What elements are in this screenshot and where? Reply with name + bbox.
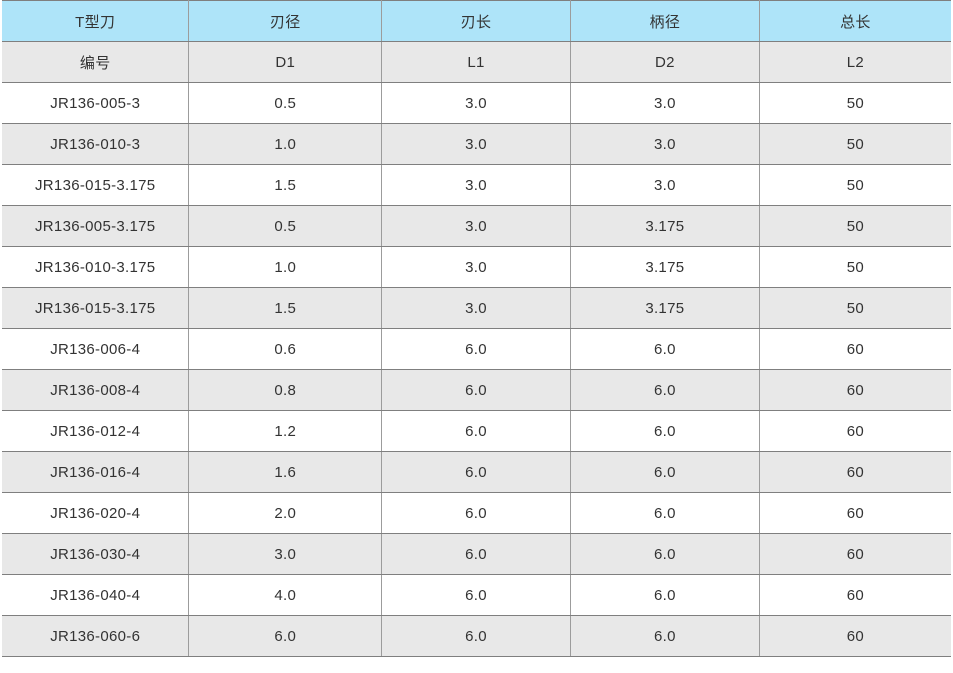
part-number-cell: JR136-060-6	[2, 615, 190, 657]
value-cell: 6.0	[381, 615, 571, 657]
value-cell: 1.6	[188, 451, 383, 493]
part-number-cell: JR136-015-3.175	[2, 164, 190, 206]
value-cell: 50	[758, 246, 951, 288]
value-cell: 3.0	[569, 164, 760, 206]
value-cell: 3.0	[569, 82, 760, 124]
header-row-primary: T型刀 刃径 刃长 柄径 总长	[2, 0, 951, 42]
table-row: JR136-006-4 0.6 6.0 6.0 60	[2, 328, 951, 370]
value-cell: 4.0	[188, 574, 383, 616]
value-cell: 60	[758, 615, 951, 657]
value-cell: 0.8	[188, 369, 383, 411]
value-cell: 6.0	[188, 615, 383, 657]
value-cell: 1.5	[188, 164, 383, 206]
value-cell: 60	[758, 410, 951, 452]
col-subheader-l2: L2	[758, 41, 951, 83]
part-number-cell: JR136-008-4	[2, 369, 190, 411]
value-cell: 50	[758, 82, 951, 124]
col-header-tool-type: T型刀	[2, 0, 190, 42]
table-row: JR136-010-3 1.0 3.0 3.0 50	[2, 123, 951, 165]
value-cell: 6.0	[569, 369, 760, 411]
col-header-blade-length: 刃长	[381, 0, 571, 42]
part-number-cell: JR136-012-4	[2, 410, 190, 452]
table-row: JR136-005-3.175 0.5 3.0 3.175 50	[2, 205, 951, 247]
value-cell: 3.175	[569, 287, 760, 329]
table-row: JR136-005-3 0.5 3.0 3.0 50	[2, 82, 951, 124]
col-subheader-d1: D1	[188, 41, 383, 83]
value-cell: 6.0	[569, 328, 760, 370]
table-row: JR136-015-3.175 1.5 3.0 3.0 50	[2, 164, 951, 206]
col-header-total-length: 总长	[758, 0, 951, 42]
value-cell: 3.175	[569, 205, 760, 247]
table-row: JR136-015-3.175 1.5 3.0 3.175 50	[2, 287, 951, 329]
value-cell: 1.5	[188, 287, 383, 329]
value-cell: 3.0	[569, 123, 760, 165]
header-row-secondary: 编号 D1 L1 D2 L2	[2, 41, 951, 83]
value-cell: 3.0	[381, 205, 571, 247]
value-cell: 0.6	[188, 328, 383, 370]
table-row: JR136-008-4 0.8 6.0 6.0 60	[2, 369, 951, 411]
value-cell: 50	[758, 205, 951, 247]
col-subheader-part-number: 编号	[2, 41, 190, 83]
value-cell: 60	[758, 574, 951, 616]
part-number-cell: JR136-010-3	[2, 123, 190, 165]
table-row: JR136-010-3.175 1.0 3.0 3.175 50	[2, 246, 951, 288]
part-number-cell: JR136-010-3.175	[2, 246, 190, 288]
value-cell: 50	[758, 123, 951, 165]
value-cell: 60	[758, 533, 951, 575]
table-row: JR136-040-4 4.0 6.0 6.0 60	[2, 574, 951, 616]
col-header-shank-diameter: 柄径	[569, 0, 760, 42]
value-cell: 3.0	[188, 533, 383, 575]
table-row: JR136-012-4 1.2 6.0 6.0 60	[2, 410, 951, 452]
value-cell: 50	[758, 287, 951, 329]
value-cell: 60	[758, 492, 951, 534]
table-row: JR136-016-4 1.6 6.0 6.0 60	[2, 451, 951, 493]
col-subheader-d2: D2	[569, 41, 760, 83]
value-cell: 3.175	[569, 246, 760, 288]
value-cell: 60	[758, 369, 951, 411]
value-cell: 50	[758, 164, 951, 206]
value-cell: 1.2	[188, 410, 383, 452]
col-header-blade-diameter: 刃径	[188, 0, 383, 42]
table-row: JR136-060-6 6.0 6.0 6.0 60	[2, 615, 951, 657]
value-cell: 2.0	[188, 492, 383, 534]
value-cell: 6.0	[569, 574, 760, 616]
value-cell: 6.0	[381, 533, 571, 575]
value-cell: 3.0	[381, 164, 571, 206]
value-cell: 6.0	[569, 615, 760, 657]
part-number-cell: JR136-020-4	[2, 492, 190, 534]
value-cell: 6.0	[569, 533, 760, 575]
value-cell: 3.0	[381, 246, 571, 288]
value-cell: 1.0	[188, 246, 383, 288]
value-cell: 6.0	[381, 574, 571, 616]
value-cell: 6.0	[381, 492, 571, 534]
part-number-cell: JR136-006-4	[2, 328, 190, 370]
value-cell: 3.0	[381, 287, 571, 329]
value-cell: 6.0	[381, 369, 571, 411]
value-cell: 3.0	[381, 123, 571, 165]
value-cell: 0.5	[188, 82, 383, 124]
part-number-cell: JR136-005-3.175	[2, 205, 190, 247]
value-cell: 0.5	[188, 205, 383, 247]
col-subheader-l1: L1	[381, 41, 571, 83]
table-row: JR136-020-4 2.0 6.0 6.0 60	[2, 492, 951, 534]
value-cell: 6.0	[381, 451, 571, 493]
part-number-cell: JR136-040-4	[2, 574, 190, 616]
value-cell: 3.0	[381, 82, 571, 124]
part-number-cell: JR136-030-4	[2, 533, 190, 575]
table-row: JR136-030-4 3.0 6.0 6.0 60	[2, 533, 951, 575]
spec-table-body: JR136-005-3 0.5 3.0 3.0 50 JR136-010-3 1.0 3.0 3…	[2, 82, 951, 657]
part-number-cell: JR136-015-3.175	[2, 287, 190, 329]
part-number-cell: JR136-005-3	[2, 82, 190, 124]
value-cell: 6.0	[569, 410, 760, 452]
value-cell: 1.0	[188, 123, 383, 165]
value-cell: 6.0	[569, 451, 760, 493]
value-cell: 6.0	[569, 492, 760, 534]
spec-table: T型刀 刃径 刃长 柄径 总长 编号 D1 L1 D2 L2 JR136-005…	[2, 0, 951, 657]
value-cell: 6.0	[381, 410, 571, 452]
value-cell: 60	[758, 328, 951, 370]
part-number-cell: JR136-016-4	[2, 451, 190, 493]
value-cell: 6.0	[381, 328, 571, 370]
value-cell: 60	[758, 451, 951, 493]
